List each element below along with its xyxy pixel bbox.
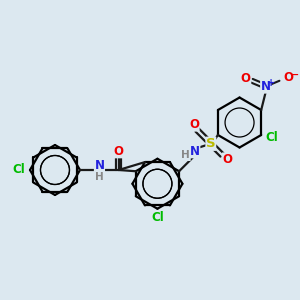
Text: +: + xyxy=(267,77,275,88)
Text: Cl: Cl xyxy=(151,211,164,224)
Text: N: N xyxy=(94,159,104,172)
Text: S: S xyxy=(206,137,216,150)
Text: H: H xyxy=(95,172,104,182)
Text: Cl: Cl xyxy=(265,131,278,144)
Text: −: − xyxy=(290,70,300,80)
Text: O: O xyxy=(114,145,124,158)
Text: N: N xyxy=(261,80,271,93)
Text: O: O xyxy=(223,153,232,166)
Text: N: N xyxy=(190,145,200,158)
Text: O: O xyxy=(283,71,293,84)
Text: H: H xyxy=(182,151,190,160)
Text: O: O xyxy=(189,118,199,131)
Text: Cl: Cl xyxy=(12,164,25,176)
Text: O: O xyxy=(241,72,251,85)
